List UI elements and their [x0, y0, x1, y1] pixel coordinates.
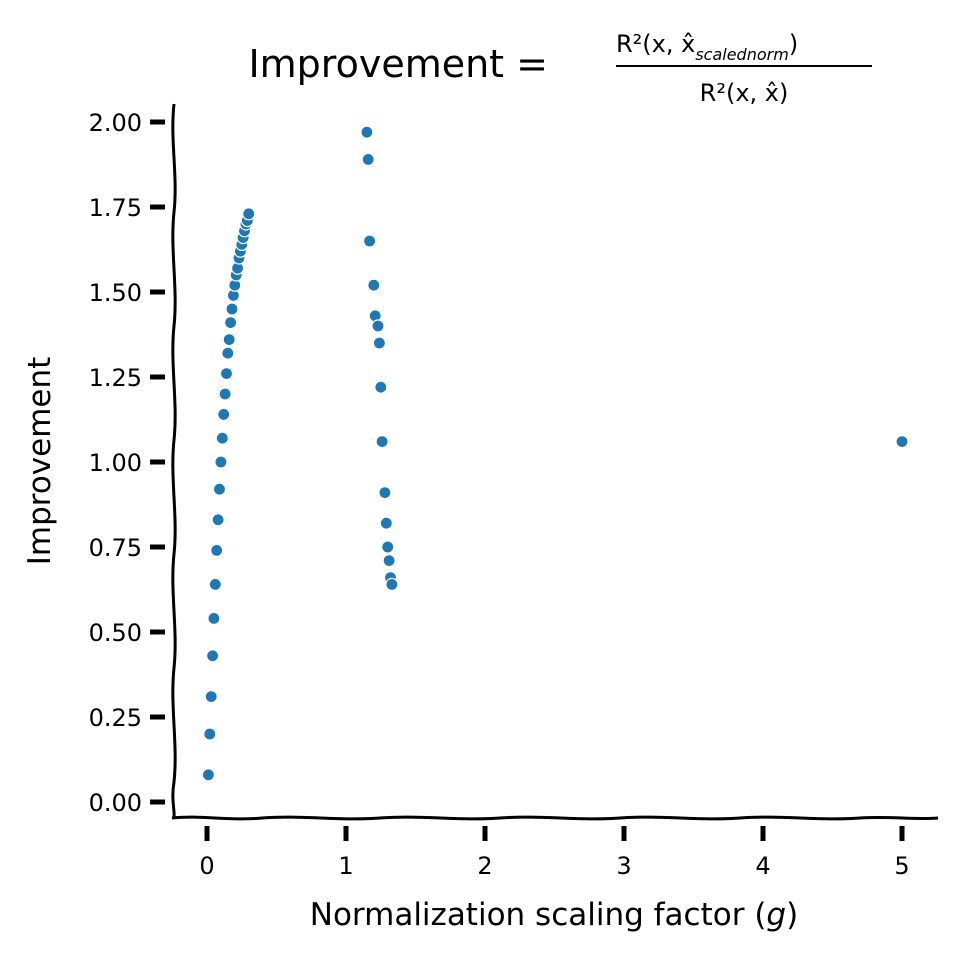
data-points	[201, 125, 909, 782]
title-numerator-close: )	[789, 30, 798, 58]
y-axis-label: Improvement	[22, 357, 58, 566]
x-tick-label: 1	[338, 852, 353, 880]
title-numerator-sub: scalednorm	[695, 45, 788, 64]
data-point	[217, 407, 231, 421]
data-point	[211, 513, 225, 527]
data-point	[381, 540, 395, 554]
x-tick-label: 5	[894, 852, 909, 880]
data-point	[212, 482, 227, 496]
title-numerator: R²(x, x̂scalednorm)	[616, 30, 798, 64]
y-tick-label: 0.75	[89, 534, 142, 562]
x-axis-label-before: Normalization scaling factor (	[310, 897, 767, 933]
data-point	[204, 689, 218, 704]
y-tick-label: 1.75	[89, 194, 142, 222]
data-point	[382, 553, 396, 568]
data-point	[214, 455, 228, 469]
x-tick-label: 4	[755, 852, 770, 880]
x-tick-label: 3	[616, 852, 631, 880]
y-tick-label: 2.00	[89, 109, 142, 137]
data-point	[367, 278, 381, 292]
data-point	[379, 516, 393, 530]
data-point	[375, 435, 389, 449]
data-point	[378, 486, 392, 500]
data-point	[225, 302, 239, 316]
data-point	[372, 336, 386, 350]
data-point	[361, 152, 375, 166]
data-point	[203, 727, 217, 741]
data-point	[218, 387, 232, 401]
data-point	[210, 543, 224, 558]
data-point	[206, 649, 220, 663]
data-point	[242, 207, 256, 221]
y-tick-label: 1.50	[89, 279, 142, 307]
x-axis-label-after: )	[786, 897, 798, 933]
title-prefix: Improvement =	[248, 42, 548, 86]
x-ticks: 0 1 2 3 4 5	[199, 826, 910, 880]
title-denominator: R²(x, x̂)	[700, 79, 789, 107]
x-tick-label: 2	[477, 852, 492, 880]
title-numerator-main: R²(x, x̂	[616, 30, 695, 58]
data-point	[224, 316, 238, 330]
x-axis-label-var: g	[766, 897, 786, 933]
data-point	[208, 577, 222, 592]
data-point	[895, 435, 909, 449]
data-point	[222, 333, 236, 347]
data-point	[371, 319, 385, 333]
data-point	[207, 611, 221, 626]
y-tick-label: 1.00	[89, 449, 142, 477]
data-point	[374, 380, 388, 394]
data-point	[201, 768, 215, 782]
y-ticks: 0.00 0.25 0.50 0.75 1.00 1.25 1.50 1.75 2.00	[89, 109, 165, 817]
data-point	[385, 577, 399, 592]
chart-title: Improvement = R²(x, x̂scalednorm) R²(x, …	[248, 30, 872, 107]
x-axis-spine	[171, 815, 939, 821]
y-tick-label: 0.25	[89, 704, 142, 732]
x-axis-label: Normalization scaling factor (g)	[310, 897, 798, 933]
y-tick-label: 1.25	[89, 364, 142, 392]
y-tick-label: 0.50	[89, 619, 142, 647]
data-point	[360, 125, 374, 139]
y-axis-spine	[171, 103, 177, 819]
x-tick-label: 0	[199, 852, 214, 880]
data-point	[219, 367, 234, 381]
data-point	[363, 234, 377, 248]
y-tick-label: 0.00	[89, 789, 142, 817]
data-point	[221, 346, 235, 360]
data-point	[215, 431, 229, 445]
